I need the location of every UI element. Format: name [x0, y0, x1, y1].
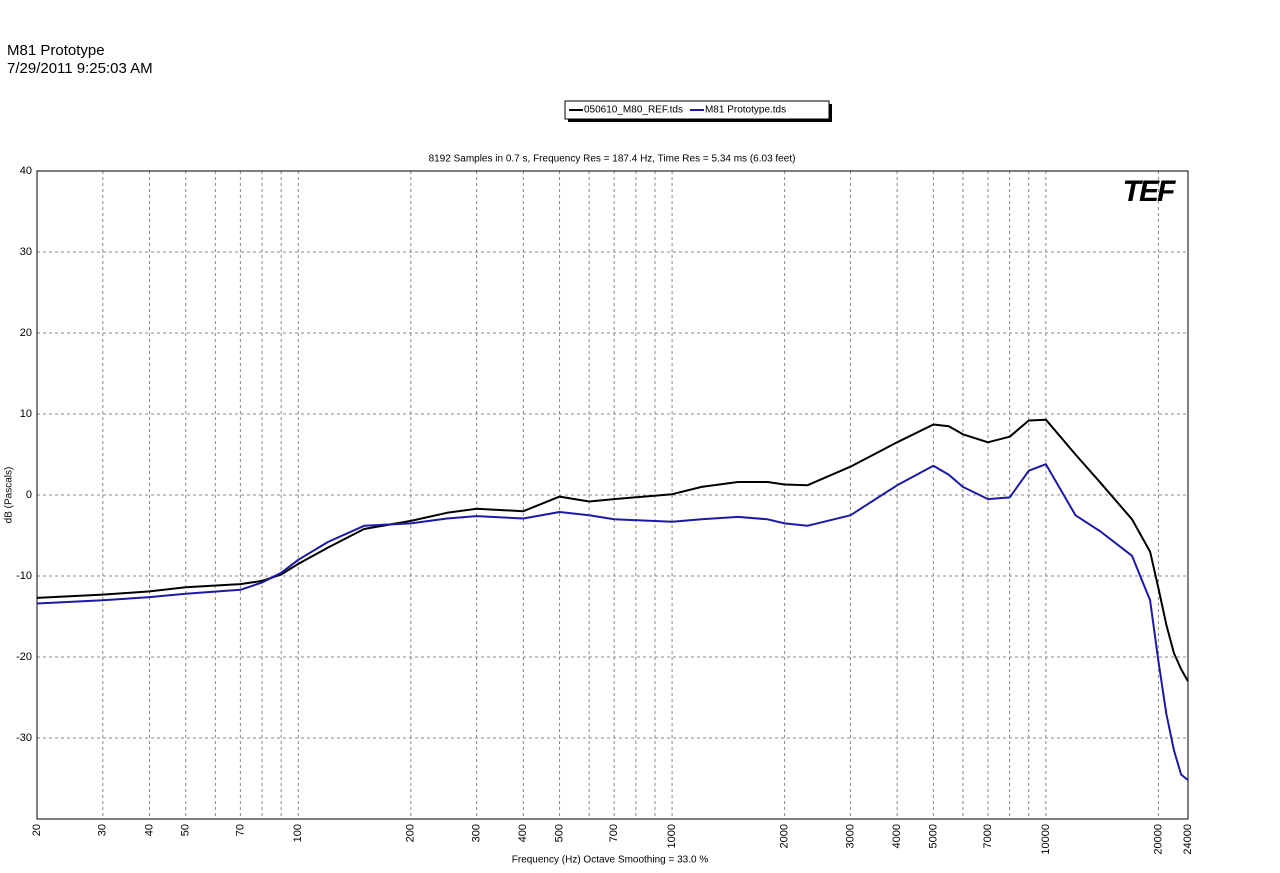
x-tick-label: 1000 [666, 824, 678, 848]
y-tick-label: 30 [20, 246, 32, 258]
x-tick-label: 4000 [891, 824, 903, 848]
x-tick-label: 50 [180, 824, 192, 836]
y-tick-label: 0 [26, 489, 32, 501]
x-tick-label: 100 [292, 824, 304, 842]
x-tick-label: 200 [405, 824, 417, 842]
y-tick-label: 40 [20, 165, 32, 177]
y-tick-label: 10 [20, 408, 32, 420]
data-line [36, 418, 1189, 682]
plot-frame [36, 170, 1189, 820]
y-axis-label: dB (Pascals) [4, 467, 15, 524]
x-tick-label: 70 [234, 824, 246, 836]
chart-subtitle: 8192 Samples in 0.7 s, Frequency Res = 1… [429, 154, 796, 165]
x-tick-label: 20 [31, 824, 43, 836]
y-tick-label: -10 [16, 570, 32, 582]
y-tick-label: -30 [16, 732, 32, 744]
x-tick-label: 40 [143, 824, 155, 836]
x-tick-label: 24000 [1182, 824, 1194, 855]
x-tick-label: 10000 [1040, 824, 1052, 855]
x-axis-label: Frequency (Hz) Octave Smoothing = 33.0 % [512, 855, 709, 866]
x-tick-label: 5000 [927, 824, 939, 848]
legend-label: M81 Prototype.tds [705, 105, 786, 116]
x-tick-label: 300 [471, 824, 483, 842]
x-tick-label: 700 [608, 824, 620, 842]
y-tick-label: 20 [20, 327, 32, 339]
x-tick-label: 30 [97, 824, 109, 836]
x-tick-label: 3000 [844, 824, 856, 848]
chart-date: 7/29/2011 9:25:03 AM [7, 60, 153, 77]
x-tick-label: 2000 [779, 824, 791, 848]
x-tick-label: 400 [517, 824, 529, 842]
x-tick-label: 7000 [982, 824, 994, 848]
chart-title: M81 Prototype [7, 42, 105, 59]
data-line [36, 463, 1189, 781]
x-tick-label: 500 [553, 824, 565, 842]
logo: TEF [1123, 175, 1176, 208]
y-tick-label: -20 [16, 651, 32, 663]
x-tick-label: 20000 [1152, 824, 1164, 855]
legend-label: 050610_M80_REF.tds [584, 105, 683, 116]
